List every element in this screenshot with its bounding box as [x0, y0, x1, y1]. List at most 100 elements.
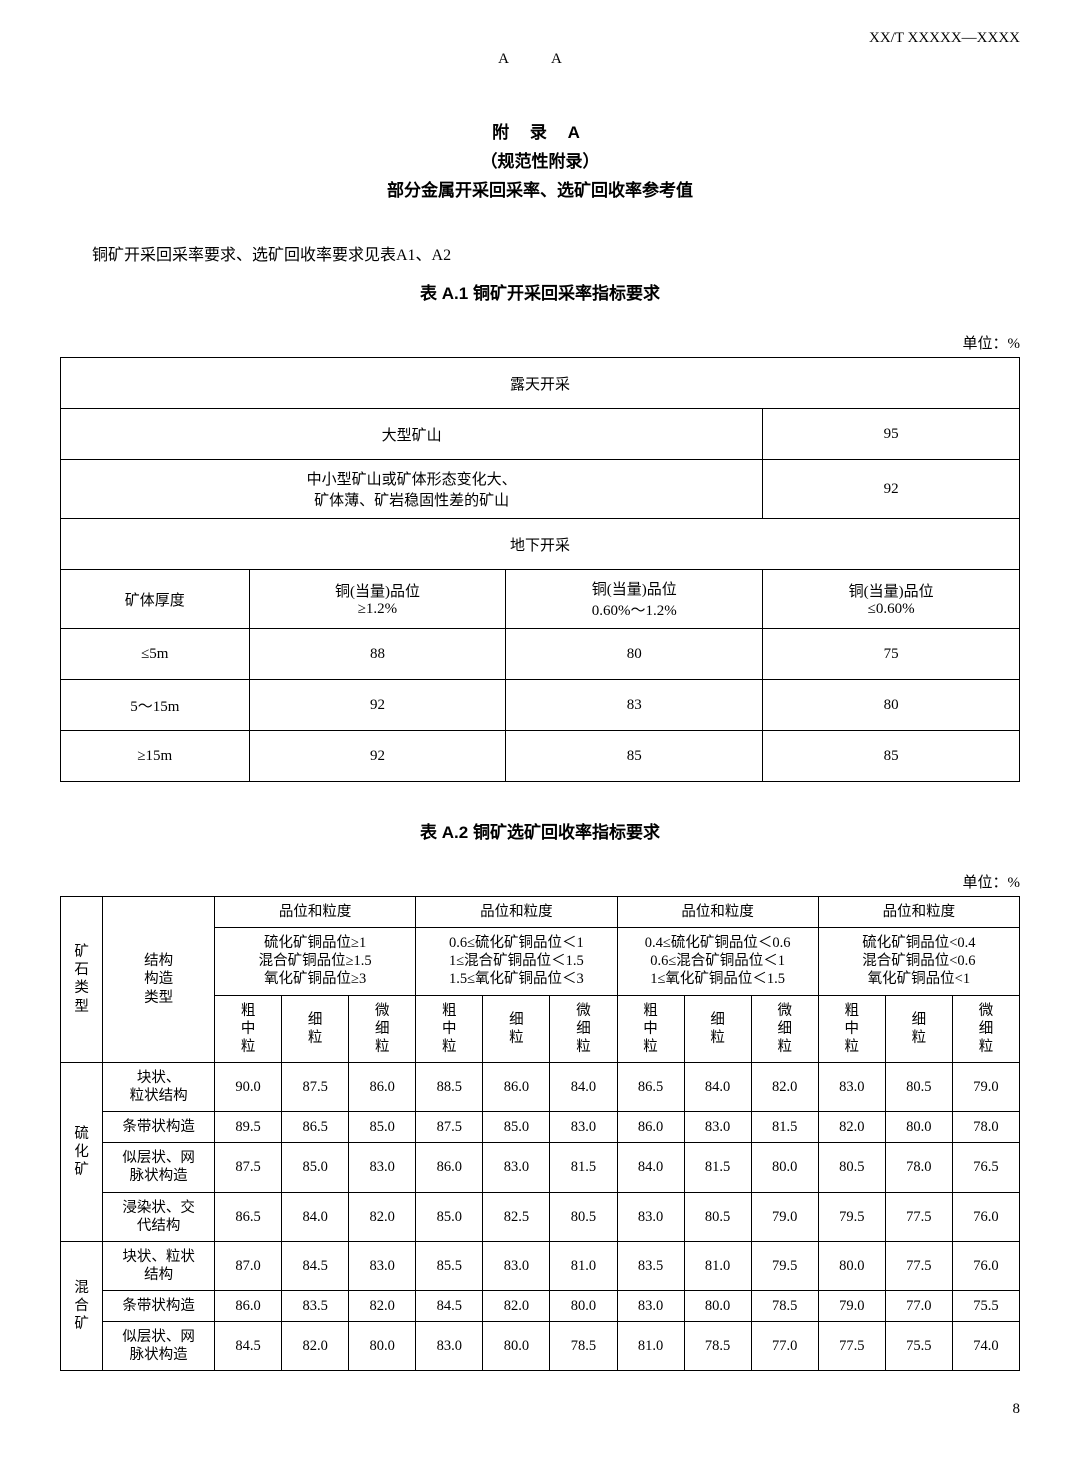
t2-col-struct-l2: 构造 [106, 970, 211, 988]
t2-value-cell: 79.0 [751, 1192, 818, 1241]
t2-grade3-h: 品位和粒度 [617, 897, 818, 928]
table1-unit: 单位：% [60, 332, 1020, 353]
t1-ug-r0c3: 75 [763, 629, 1020, 680]
t2-col-type-l4: 型 [64, 998, 99, 1016]
t2-value-cell: 85.0 [483, 1112, 550, 1143]
table-row: 条带状构造89.586.585.087.585.083.086.083.081.… [61, 1112, 1020, 1143]
t2-g4: 硫化矿铜品位<0.4 混合矿铜品位<0.6 氧化矿铜品位<1 [818, 928, 1019, 995]
t2-value-cell: 80.5 [885, 1062, 952, 1111]
t2-struct-cell: 似层状、网 脉状构造 [103, 1322, 215, 1371]
t2-value-cell: 80.0 [818, 1241, 885, 1290]
t1-underground-header: 地下开采 [61, 519, 1020, 570]
t2-g1: 硫化矿铜品位≥1 混合矿铜品位≥1.5 氧化矿铜品位≥3 [215, 928, 416, 995]
t2-value-cell: 78.5 [684, 1322, 751, 1371]
t2-value-cell: 87.5 [215, 1143, 282, 1192]
t2-value-cell: 79.5 [818, 1192, 885, 1241]
t2-value-cell: 82.0 [751, 1062, 818, 1111]
t2-value-cell: 81.0 [617, 1322, 684, 1371]
doc-code: XX/T XXXXX—XXXX [60, 30, 1020, 47]
t2-value-cell: 81.5 [684, 1143, 751, 1192]
t2-value-cell: 79.0 [952, 1062, 1019, 1111]
t2-value-cell: 74.0 [952, 1322, 1019, 1371]
table1-caption: 表 A.1 铜矿开采回采率指标要求 [60, 279, 1020, 304]
table-row: 似层状、网 脉状构造87.585.083.086.083.081.584.081… [61, 1143, 1020, 1192]
appendix-subtitle: （规范性附录） [60, 147, 1020, 172]
t1-ug-col2: 铜(当量)品位 0.60%～1.2% [506, 570, 763, 629]
t2-gr-wx-1: 微 细 粒 [349, 995, 416, 1062]
table-row: 似层状、网 脉状构造84.582.080.083.080.078.581.078… [61, 1322, 1020, 1371]
t2-g4-l2: 混合矿铜品位<0.6 [822, 952, 1016, 970]
t1-ug-r0c1: 88 [249, 629, 506, 680]
t2-value-cell: 87.5 [416, 1112, 483, 1143]
t2-value-cell: 84.5 [416, 1291, 483, 1322]
t1-openpit-header: 露天开采 [61, 358, 1020, 409]
table2-unit: 单位：% [60, 871, 1020, 892]
t2-col-struct-l3: 类型 [106, 989, 211, 1007]
t2-g2: 0.6≤硫化矿铜品位＜1 1≤混合矿铜品位＜1.5 1.5≤氧化矿铜品位＜3 [416, 928, 617, 995]
t1-ug-col1: 铜(当量)品位 ≥1.2% [249, 570, 506, 629]
t2-value-cell: 83.0 [617, 1192, 684, 1241]
t2-struct-cell: 似层状、网 脉状构造 [103, 1143, 215, 1192]
t2-value-cell: 80.5 [684, 1192, 751, 1241]
t1-ug-row2: ≥15m 92 85 85 [61, 731, 1020, 782]
t2-col-type: 矿 石 类 型 [61, 897, 103, 1063]
table1: 露天开采 大型矿山 95 中小型矿山或矿体形态变化大、 矿体薄、矿岩稳固性差的矿… [60, 357, 1020, 782]
t2-value-cell: 84.0 [282, 1192, 349, 1241]
t1-ug-col1-l2: ≥1.2% [254, 601, 502, 618]
t2-value-cell: 82.0 [282, 1322, 349, 1371]
t2-value-cell: 89.5 [215, 1112, 282, 1143]
t2-value-cell: 77.5 [885, 1241, 952, 1290]
t1-ug-r2c1: 92 [249, 731, 506, 782]
t1-open-row1-label: 中小型矿山或矿体形态变化大、 矿体薄、矿岩稳固性差的矿山 [61, 460, 763, 519]
t2-g4-l3: 氧化矿铜品位<1 [822, 970, 1016, 988]
t2-value-cell: 82.5 [483, 1192, 550, 1241]
t2-value-cell: 87.5 [282, 1062, 349, 1111]
t2-type-cell: 混 合 矿 [61, 1241, 103, 1371]
table-row: 浸染状、交 代结构86.584.082.085.082.580.583.080.… [61, 1192, 1020, 1241]
t2-value-cell: 77.0 [751, 1322, 818, 1371]
t2-value-cell: 83.5 [282, 1291, 349, 1322]
t2-g3-l1: 0.4≤硫化矿铜品位＜0.6 [621, 934, 815, 952]
aa-marker: A A [60, 51, 1020, 68]
t2-value-cell: 85.5 [416, 1241, 483, 1290]
t2-value-cell: 86.0 [349, 1062, 416, 1111]
t1-ug-col2-l1: 铜(当量)品位 [510, 578, 758, 599]
t2-col-type-l2: 石 [64, 961, 99, 979]
t1-open-row0-value: 95 [763, 409, 1020, 460]
t2-value-cell: 83.0 [684, 1112, 751, 1143]
t2-gr-x-4: 细 粒 [885, 995, 952, 1062]
t1-ug-r2c2: 85 [506, 731, 763, 782]
t2-gr-cz-3: 粗 中 粒 [617, 995, 684, 1062]
t2-value-cell: 86.0 [416, 1143, 483, 1192]
t2-g3-l3: 1≤氧化矿铜品位＜1.5 [621, 970, 815, 988]
t2-value-cell: 85.0 [349, 1112, 416, 1143]
t2-g1-l2: 混合矿铜品位≥1.5 [218, 952, 412, 970]
t2-g1-l3: 氧化矿铜品位≥3 [218, 970, 412, 988]
t2-gr-cz-2: 粗 中 粒 [416, 995, 483, 1062]
t2-value-cell: 86.5 [282, 1112, 349, 1143]
table-row: 硫 化 矿块状、 粒状结构90.087.586.088.586.084.086.… [61, 1062, 1020, 1111]
t1-ug-r1c1: 92 [249, 680, 506, 731]
t2-value-cell: 83.0 [349, 1241, 416, 1290]
t1-ug-row1: 5～15m 92 83 80 [61, 680, 1020, 731]
t2-value-cell: 76.0 [952, 1192, 1019, 1241]
t2-value-cell: 75.5 [885, 1322, 952, 1371]
t2-g3-l2: 0.6≤混合矿铜品位＜1 [621, 952, 815, 970]
t1-ug-col3-l2: ≤0.60% [767, 601, 1015, 618]
t2-value-cell: 81.0 [684, 1241, 751, 1290]
table2-caption: 表 A.2 铜矿选矿回收率指标要求 [60, 818, 1020, 843]
t2-value-cell: 86.0 [617, 1112, 684, 1143]
t1-open-row0-label: 大型矿山 [61, 409, 763, 460]
t2-value-cell: 77.5 [818, 1322, 885, 1371]
t2-g4-l1: 硫化矿铜品位<0.4 [822, 934, 1016, 952]
t2-value-cell: 77.5 [885, 1192, 952, 1241]
t2-gr-cz-1: 粗 中 粒 [215, 995, 282, 1062]
t2-grade2-h: 品位和粒度 [416, 897, 617, 928]
t2-value-cell: 87.0 [215, 1241, 282, 1290]
intro-text: 铜矿开采回采率要求、选矿回收率要求见表A1、A2 [60, 241, 1020, 265]
t2-value-cell: 83.0 [416, 1322, 483, 1371]
t2-grade1-h: 品位和粒度 [215, 897, 416, 928]
t2-col-struct: 结构 构造 类型 [103, 897, 215, 1063]
t1-ug-r1c2: 83 [506, 680, 763, 731]
t2-value-cell: 83.0 [550, 1112, 617, 1143]
